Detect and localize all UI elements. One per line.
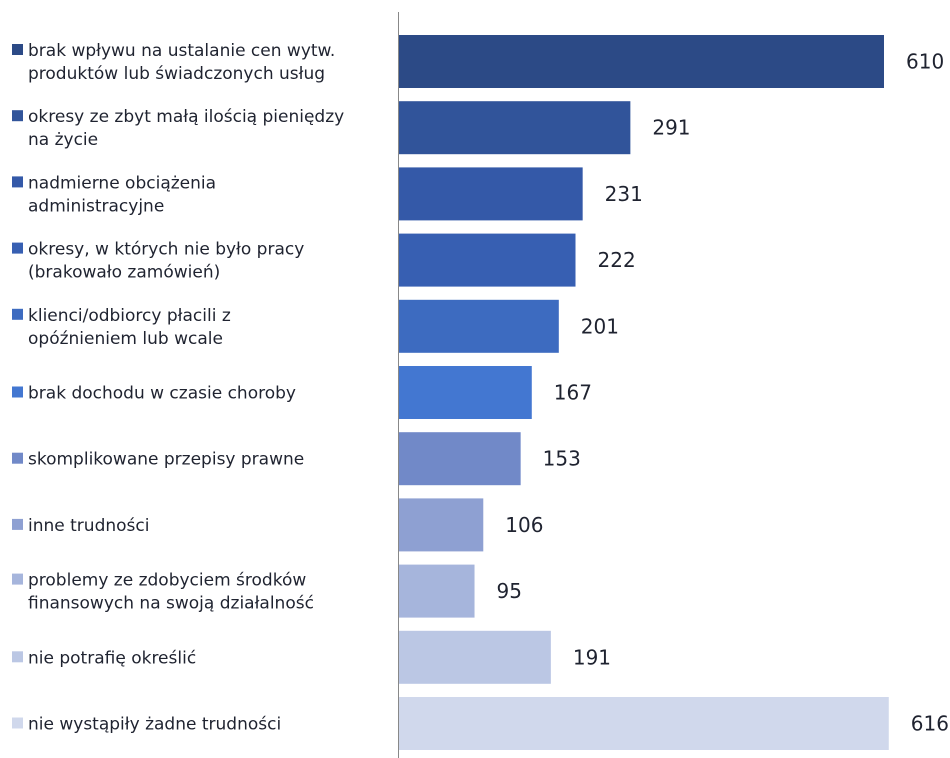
bar: [399, 697, 889, 750]
category-label: okresy ze zbyt małą ilością pieniędzy na …: [28, 107, 344, 150]
category-label: skomplikowane przepisy prawne: [28, 450, 304, 470]
legend-swatch: [12, 518, 23, 530]
value-label: 231: [605, 182, 643, 206]
category-label: brak dochodu w czasie choroby: [28, 384, 296, 404]
bars-group: 610 brak wpływu na ustalanie cen wytw. pro…: [12, 35, 949, 750]
value-label: 610: [906, 50, 944, 74]
category-label: nie wystąpiły żadne trudności: [28, 715, 281, 735]
value-label: 616: [911, 712, 949, 736]
category-label: okresy, w których nie było pracy (brakowa…: [28, 240, 304, 283]
legend-swatch: [12, 242, 23, 254]
bar: [399, 432, 521, 486]
value-label: 201: [581, 314, 619, 338]
bar: [399, 101, 631, 155]
bar: [399, 498, 484, 552]
bar: [399, 366, 532, 419]
value-label: 106: [505, 513, 543, 537]
legend-swatch: [12, 717, 23, 729]
bar: [399, 35, 884, 88]
category-label: nadmierne obciążenia administracyjne: [28, 173, 216, 216]
legend-swatch: [12, 386, 23, 398]
value-label: 167: [554, 381, 592, 405]
bar: [399, 564, 475, 618]
category-label: inne trudności: [28, 516, 149, 536]
legend-swatch: [12, 110, 23, 122]
category-label: brak wpływu na ustalanie cen wytw. produk…: [28, 41, 335, 84]
legend-swatch: [12, 308, 23, 320]
value-label: 153: [543, 447, 581, 471]
value-label: 95: [497, 579, 522, 603]
legend-swatch: [12, 44, 23, 55]
legend-swatch: [12, 176, 23, 188]
value-label: 291: [652, 116, 690, 140]
legend-swatch: [12, 573, 23, 585]
category-label: nie potrafię określić: [28, 648, 196, 668]
bar: [399, 233, 576, 287]
category-label: klienci/odbiorcy płacili z opóźnieniem lu…: [28, 306, 231, 349]
value-label: 222: [598, 248, 636, 272]
bar: [399, 630, 551, 684]
legend-swatch: [12, 452, 23, 464]
legend-swatch: [12, 651, 23, 663]
value-label: 191: [573, 645, 611, 669]
bar: [399, 299, 559, 353]
category-label: problemy ze zdobyciem środków finansowych…: [28, 571, 314, 614]
bar: [399, 167, 583, 221]
